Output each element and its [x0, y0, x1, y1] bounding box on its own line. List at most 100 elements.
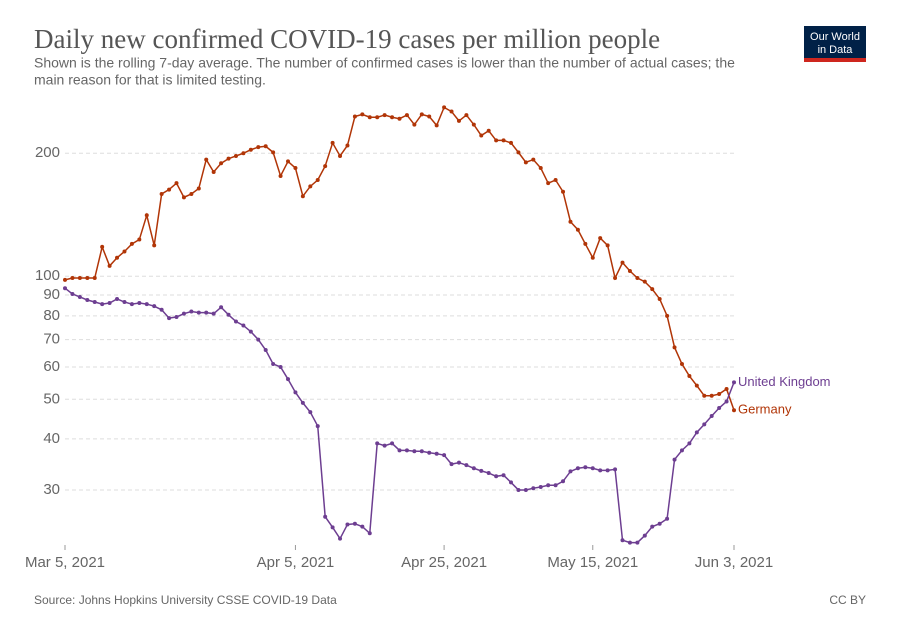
point: [100, 302, 105, 307]
point: [63, 277, 67, 282]
point: [233, 319, 238, 324]
y-tick-label: 50: [43, 390, 60, 407]
point: [241, 151, 246, 156]
logo: [804, 26, 866, 62]
point: [248, 147, 253, 152]
point: [605, 243, 610, 248]
point: [189, 309, 194, 314]
license: CC BY: [829, 593, 866, 607]
point: [70, 276, 75, 281]
point: [627, 269, 632, 274]
point: [553, 483, 558, 488]
point: [412, 122, 417, 127]
point: [226, 156, 231, 161]
point: [122, 249, 127, 254]
point: [248, 329, 253, 334]
source: Source: Johns Hopkins University CSSE CO…: [34, 593, 337, 607]
point: [256, 145, 261, 150]
point: [442, 453, 447, 458]
y-tick-label: 90: [43, 286, 60, 303]
x-tick-label: Apr 5, 2021: [257, 554, 335, 571]
point: [546, 483, 551, 488]
point: [523, 487, 528, 492]
point: [181, 195, 186, 200]
point: [382, 443, 387, 448]
point: [501, 473, 506, 478]
logo-text: in Data: [818, 44, 854, 56]
point: [390, 115, 395, 120]
logo-text: Our World: [810, 31, 860, 43]
point: [397, 116, 402, 121]
point: [494, 474, 499, 479]
point: [687, 374, 692, 379]
point: [590, 255, 595, 260]
y-tick-label: 70: [43, 331, 60, 348]
point: [404, 113, 409, 118]
point: [159, 191, 164, 196]
point: [404, 448, 409, 453]
point: [575, 466, 580, 471]
point: [345, 522, 350, 527]
point: [352, 114, 357, 119]
point: [263, 348, 268, 353]
point: [352, 521, 357, 526]
point: [709, 414, 714, 419]
point: [709, 393, 714, 398]
point: [122, 300, 127, 305]
point: [605, 468, 610, 473]
x-tick-label: Jun 3, 2021: [695, 554, 773, 571]
point: [271, 362, 276, 367]
point: [642, 533, 647, 538]
point: [732, 380, 736, 385]
point: [679, 448, 684, 453]
point: [419, 112, 424, 117]
point: [338, 536, 343, 541]
point: [300, 194, 305, 199]
point: [449, 462, 454, 467]
point: [442, 105, 447, 110]
point: [479, 468, 484, 473]
point: [219, 161, 224, 166]
point: [167, 316, 172, 321]
point: [471, 466, 476, 471]
point: [300, 400, 305, 405]
point: [360, 524, 365, 529]
y-tick-label: 30: [43, 481, 60, 498]
point: [434, 123, 439, 128]
point: [456, 460, 461, 465]
point: [293, 166, 298, 171]
point: [613, 467, 618, 472]
point: [509, 480, 513, 485]
point: [181, 311, 186, 316]
point: [538, 485, 543, 490]
x-tick-label: Mar 5, 2021: [25, 554, 105, 571]
chart-title: Daily new confirmed COVID-19 cases per m…: [34, 24, 660, 54]
y-tick-label: 200: [35, 144, 60, 161]
point: [137, 301, 142, 306]
point: [694, 430, 699, 435]
point: [152, 304, 157, 309]
point: [635, 540, 640, 545]
y-tick-label: 80: [43, 307, 60, 324]
subtitle: Shown is the rolling 7-day average. The …: [34, 55, 735, 71]
point: [92, 276, 97, 281]
point: [702, 422, 707, 427]
point: [590, 466, 595, 471]
point: [464, 113, 469, 118]
point: [263, 144, 268, 149]
point: [144, 302, 149, 307]
point: [330, 525, 335, 530]
point: [196, 186, 201, 191]
point: [375, 115, 380, 120]
point: [665, 313, 670, 318]
point: [494, 138, 499, 143]
logo-bar: [804, 58, 866, 62]
point: [271, 150, 276, 155]
point: [152, 243, 157, 248]
point: [226, 312, 231, 317]
point: [672, 457, 677, 462]
point: [694, 383, 699, 388]
point: [642, 279, 647, 284]
point: [77, 276, 82, 281]
point: [174, 314, 179, 319]
